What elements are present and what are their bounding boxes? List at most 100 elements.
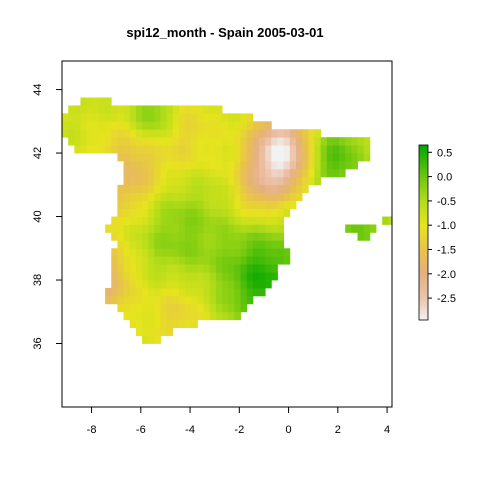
raster-cell	[252, 145, 260, 154]
raster-cell	[283, 145, 291, 154]
raster-cell	[142, 272, 149, 281]
raster-cell	[345, 145, 352, 154]
raster-cell	[246, 145, 254, 154]
raster-cell	[259, 280, 266, 289]
raster-cell	[228, 232, 235, 241]
raster-cell	[363, 224, 371, 233]
raster-cell	[160, 280, 168, 289]
raster-cell	[166, 153, 174, 162]
raster-cell	[234, 216, 241, 225]
raster-cell	[178, 200, 186, 210]
raster-cell	[86, 145, 94, 154]
colorbar-segment	[419, 247, 428, 251]
raster-cell	[308, 153, 315, 162]
raster-cell	[154, 105, 161, 114]
raster-cell	[178, 192, 186, 202]
colorbar-segment	[419, 192, 428, 196]
raster-cell	[283, 200, 291, 210]
raster-cell	[228, 160, 235, 170]
y-tick-label: 44	[32, 83, 44, 95]
colorbar-segment	[419, 257, 428, 261]
raster-cell	[178, 137, 186, 146]
raster-cell	[148, 153, 155, 162]
raster-cell	[302, 129, 309, 138]
colorbar-segment	[419, 215, 428, 218]
raster-cell	[191, 168, 198, 178]
raster-cell	[148, 303, 155, 313]
colorbar-segment	[419, 285, 428, 288]
raster-cell	[222, 145, 229, 154]
raster-cell	[117, 264, 124, 273]
raster-cell	[129, 113, 137, 122]
raster-cell	[105, 137, 112, 146]
colorbar-segment	[419, 265, 428, 268]
colorbar-segment	[419, 177, 428, 181]
raster-cell	[185, 113, 192, 122]
raster-cell	[222, 240, 229, 249]
raster-cell	[191, 113, 198, 122]
raster-cell	[246, 287, 254, 297]
raster-cell	[166, 200, 174, 210]
raster-cell	[259, 129, 266, 138]
raster-cell	[123, 216, 131, 225]
raster-cell	[166, 129, 174, 138]
raster-cell	[357, 224, 365, 233]
raster-cell	[105, 295, 112, 305]
raster-cell	[222, 113, 229, 122]
raster-cell	[178, 121, 186, 130]
raster-cell	[160, 129, 168, 138]
raster-cell	[172, 121, 180, 130]
raster-cell	[166, 192, 174, 202]
raster-cell	[185, 105, 192, 114]
raster-cell	[222, 256, 229, 265]
raster-cell	[277, 168, 285, 178]
raster-cell	[222, 216, 229, 225]
raster-cell	[209, 105, 217, 114]
raster-cell	[117, 287, 124, 297]
colorbar-segment	[419, 180, 428, 183]
raster-cell	[105, 287, 112, 297]
raster-cell	[295, 192, 303, 202]
raster-cell	[209, 232, 217, 241]
raster-cell	[98, 105, 106, 114]
raster-cell	[295, 160, 303, 170]
raster-cell	[129, 129, 137, 138]
raster-cell	[215, 160, 223, 170]
raster-cell	[252, 160, 260, 170]
raster-cell	[185, 129, 192, 138]
colorbar-segment	[419, 272, 428, 276]
raster-cell	[123, 105, 131, 114]
raster-cell	[222, 264, 229, 273]
raster-cell	[123, 264, 131, 273]
raster-cell	[191, 319, 198, 329]
raster-cell	[265, 200, 272, 210]
raster-cell	[228, 264, 235, 273]
raster-cell	[111, 232, 118, 241]
raster-cell	[135, 287, 143, 297]
raster-cell	[246, 176, 254, 186]
raster-cell	[117, 153, 124, 162]
raster-cell	[246, 280, 254, 289]
raster-cell	[203, 280, 211, 289]
colorbar-segment	[419, 250, 428, 253]
raster-cell	[222, 137, 229, 146]
raster-cell	[345, 160, 352, 170]
raster-cell	[105, 145, 112, 154]
raster-cell	[203, 121, 211, 130]
raster-cell	[105, 121, 112, 130]
raster-cell	[185, 192, 192, 202]
raster-cell	[111, 113, 118, 122]
raster-cell	[209, 200, 217, 210]
raster-cell	[117, 232, 124, 241]
raster-cell	[203, 192, 211, 202]
y-tick-label: 36	[32, 337, 44, 349]
raster-cell	[62, 121, 69, 130]
raster-cell	[178, 129, 186, 138]
raster-cell	[215, 153, 223, 162]
colorbar-segment	[419, 200, 428, 203]
colorbar-segment	[419, 172, 428, 176]
raster-cell	[222, 153, 229, 162]
raster-cell	[191, 129, 198, 138]
raster-cell	[142, 248, 149, 257]
raster-cell	[129, 311, 137, 321]
